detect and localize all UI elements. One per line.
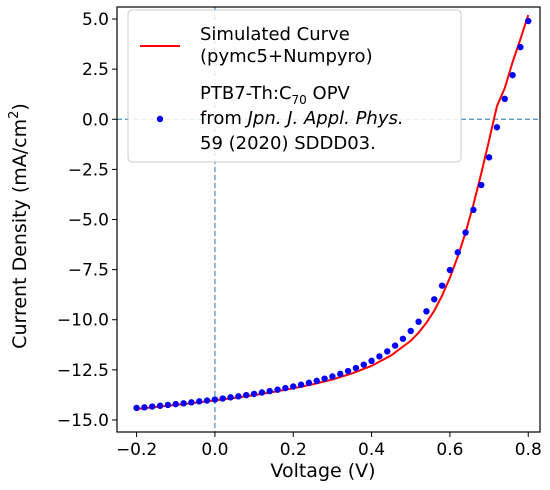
y-tick-label: −5.0 <box>68 211 109 231</box>
data-point <box>415 318 422 325</box>
data-point <box>493 124 501 131</box>
data-point <box>431 296 438 303</box>
data-point <box>141 404 148 411</box>
data-point <box>219 395 226 402</box>
legend-entry-2-line-1: PTB7-Th:C70 OPV <box>200 83 351 107</box>
data-point <box>391 342 399 349</box>
legend: Simulated Curve (pymc5+Numpyro) PTB7-Th:… <box>127 9 462 163</box>
plot-area: −0.2 0.0 0.2 0.4 0.6 0.8 −15.0 −12.5 −10.0 −7.5 −5… <box>57 6 542 460</box>
data-point <box>290 383 297 390</box>
y-tick-label: 5.0 <box>82 10 109 30</box>
y-tick-label: −7.5 <box>68 261 109 281</box>
data-point <box>203 397 211 404</box>
x-tick-label: 0.2 <box>280 440 307 460</box>
legend-dot-marker <box>156 115 164 123</box>
y-tick-label: 0.0 <box>82 110 109 130</box>
data-point <box>438 282 446 289</box>
data-point <box>384 348 391 355</box>
y-tick-label: 2.5 <box>82 60 109 80</box>
data-point <box>250 390 258 398</box>
data-point <box>376 353 383 360</box>
data-point <box>360 361 367 368</box>
data-point <box>470 206 477 214</box>
data-point <box>485 154 493 161</box>
data-point <box>337 370 344 378</box>
data-point <box>399 335 407 342</box>
data-point <box>525 17 532 25</box>
data-point <box>196 398 203 405</box>
data-point <box>188 399 195 406</box>
data-point <box>313 377 320 385</box>
y-tick-label: −10.0 <box>57 311 109 331</box>
x-tick-label: 0.8 <box>515 440 542 460</box>
legend-entry-2-line-3: 59 (2020) SDDD03. <box>200 133 376 154</box>
data-point <box>501 95 508 103</box>
x-axis-label: Voltage (V) <box>270 460 375 482</box>
data-point <box>133 404 140 412</box>
legend-entry-2-line-2: from Jpn. J. Appl. Phys. <box>200 108 404 129</box>
data-point <box>344 367 352 375</box>
data-point <box>258 389 266 396</box>
data-point <box>407 327 414 335</box>
data-point <box>274 386 281 393</box>
data-point <box>149 403 156 410</box>
data-point <box>243 391 250 399</box>
data-point <box>282 384 289 392</box>
data-point <box>321 375 328 382</box>
legend-frame <box>127 9 462 163</box>
data-point <box>172 400 179 408</box>
data-point <box>211 396 219 403</box>
data-point <box>478 181 485 189</box>
data-point <box>156 402 164 409</box>
data-point <box>352 364 360 372</box>
data-point <box>462 229 469 236</box>
x-tick-label: −0.2 <box>116 440 157 460</box>
data-point <box>517 43 524 51</box>
legend-entry-1-line-2: (pymc5+Numpyro) <box>200 46 373 67</box>
data-point <box>266 387 273 395</box>
data-point <box>423 308 430 315</box>
y-axis-label: Current Density (mA/cm2) <box>7 103 31 349</box>
legend-entry-1-line-1: Simulated Curve <box>200 24 350 45</box>
data-point <box>454 249 461 256</box>
data-point <box>227 394 234 401</box>
data-point <box>164 401 172 409</box>
data-point <box>180 400 187 407</box>
data-point <box>446 266 454 274</box>
x-tick-label: 0.4 <box>358 440 385 460</box>
y-tick-label: −15.0 <box>57 411 109 431</box>
data-point <box>368 357 375 365</box>
data-point <box>305 379 313 387</box>
data-point <box>509 71 516 79</box>
x-tick-label: 0.6 <box>436 440 463 460</box>
data-point <box>329 373 336 380</box>
y-tick-label: −2.5 <box>68 160 109 180</box>
data-point <box>235 393 242 400</box>
data-point <box>297 381 305 388</box>
x-tick-label: 0.0 <box>201 440 228 460</box>
y-tick-label: −12.5 <box>57 361 109 381</box>
